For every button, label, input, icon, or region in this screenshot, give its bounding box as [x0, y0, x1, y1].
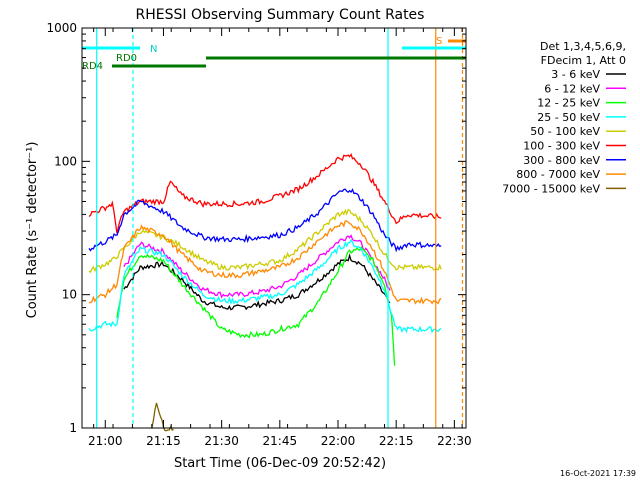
legend-label-3: 25 - 50 keV	[537, 111, 600, 124]
x-tick-label-3: 21:45	[263, 434, 298, 448]
chart-title: RHESSI Observing Summary Count Rates	[136, 7, 425, 23]
legend-label-5: 100 - 300 keV	[523, 140, 600, 153]
series-line-7	[88, 220, 442, 305]
y-tick-label-0: 1	[69, 421, 77, 435]
series-line-0	[123, 253, 391, 311]
state-label-n: N	[150, 44, 157, 55]
y-tick-label-1: 10	[62, 288, 77, 302]
legend-label-8: 7000 - 15000 keV	[502, 182, 600, 195]
legend-label-6: 300 - 800 keV	[523, 154, 600, 167]
legend-label-4: 50 - 100 keV	[530, 125, 600, 138]
x-tick-label-2: 21:30	[204, 434, 239, 448]
state-label-s: S	[436, 36, 442, 47]
x-axis-label: Start Time (06-Dec-09 20:52:42)	[174, 456, 386, 471]
series-line-8	[151, 402, 174, 432]
plot-frame	[81, 27, 467, 429]
series-line-6	[88, 188, 442, 253]
series-line-4	[88, 208, 442, 274]
state-label-rd4: RD4	[82, 61, 103, 72]
legend-label-2: 12 - 25 keV	[537, 97, 600, 110]
x-tick-label-5: 22:15	[379, 434, 414, 448]
legend: Det 1,3,4,5,6,9, FDecim 1, Att 0 3 - 6 k…	[502, 40, 626, 195]
series-line-1	[123, 234, 391, 299]
y-tick-label-3: 1000	[46, 21, 77, 35]
legend-label-7: 800 - 7000 keV	[516, 168, 600, 181]
x-tick-label-6: 22:30	[437, 434, 472, 448]
legend-label-0: 3 - 6 keV	[551, 68, 600, 81]
x-tick-label-0: 21:00	[88, 434, 123, 448]
state-label-rd0: RD0	[116, 53, 137, 64]
y-tick-label-2: 100	[54, 154, 77, 168]
series-line-2	[116, 246, 396, 366]
footer-timestamp: 16-Oct-2021 17:39	[560, 469, 636, 478]
legend-title-line-1: Det 1,3,4,5,6,9,	[540, 40, 626, 53]
legend-label-1: 6 - 12 keV	[544, 82, 600, 95]
y-axis-label: Count Rate (s⁻¹ detector⁻¹)	[25, 142, 40, 319]
x-tick-label-1: 21:15	[146, 434, 181, 448]
x-tick-label-4: 22:00	[321, 434, 356, 448]
legend-title-line-2: FDecim 1, Att 0	[541, 54, 626, 67]
series-line-5	[88, 152, 442, 234]
series-line-3	[88, 238, 442, 334]
